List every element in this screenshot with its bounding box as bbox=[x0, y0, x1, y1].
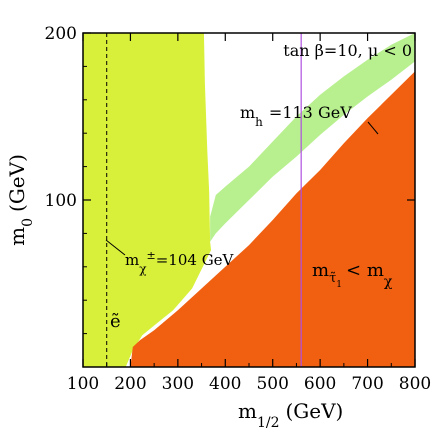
chargino-pointer bbox=[105, 239, 126, 256]
y-tick-label: 100 bbox=[45, 191, 77, 211]
stau-label-m: m bbox=[312, 260, 329, 281]
x-tick-label: 300 bbox=[162, 374, 194, 394]
chargino-label-value: =104 GeV bbox=[156, 251, 235, 269]
chargino-label: mχ±=104 GeV bbox=[125, 249, 235, 276]
mh-label-m: m bbox=[240, 103, 255, 122]
stau-label-rel: < m bbox=[346, 260, 384, 281]
x-tick-label: 200 bbox=[114, 374, 146, 394]
region-green-band bbox=[210, 33, 415, 242]
x-tick-label: 800 bbox=[399, 374, 431, 394]
y-axis-label-unit: (GeV) bbox=[5, 154, 29, 212]
x-axis-label: m1/2 (GeV) bbox=[238, 399, 343, 431]
ticks bbox=[82, 32, 416, 367]
y-tick-label: 200 bbox=[45, 24, 77, 44]
x-axis-label-m: m bbox=[238, 399, 257, 423]
mh-label: mh =113 GeV bbox=[240, 103, 352, 129]
y-axis-label: m0 (GeV) bbox=[5, 154, 36, 246]
x-axis-label-unit: (GeV) bbox=[286, 399, 344, 423]
lines bbox=[106, 33, 302, 367]
x-tick-label: 700 bbox=[351, 374, 383, 394]
x-tick-label: 400 bbox=[209, 374, 241, 394]
legend-text: tan β=10, μ < 0 bbox=[283, 41, 412, 60]
chargino-label-sup: ± bbox=[147, 249, 156, 262]
stau-label-sub2: χ bbox=[384, 274, 393, 290]
x-axis-label-sub: 1/2 bbox=[257, 415, 280, 431]
region-excluded-orange bbox=[130, 71, 415, 367]
region-excluded-yellow bbox=[83, 33, 212, 367]
mh-label-sub: h bbox=[255, 115, 263, 129]
x-tick-label: 600 bbox=[304, 374, 336, 394]
stau-label-sub: τ̃ bbox=[329, 271, 336, 286]
regions bbox=[83, 33, 415, 367]
mh-label-value: =113 GeV bbox=[269, 103, 352, 122]
stau-label-subsub: 1 bbox=[336, 280, 342, 290]
stau-label: mτ̃1 < mχ bbox=[312, 260, 393, 290]
x-tick-label: 100 bbox=[67, 374, 99, 394]
tick-labels: 100 200 300 400 500 600 700 800 100 200 bbox=[45, 24, 432, 394]
chargino-label-sub: χ bbox=[139, 262, 147, 276]
y-axis-label-sub: 0 bbox=[20, 218, 36, 227]
chargino-label-m: m bbox=[125, 251, 139, 269]
x-tick-label: 500 bbox=[256, 374, 288, 394]
y-axis-label-m: m bbox=[5, 227, 29, 246]
selectron-label: ẽ bbox=[110, 311, 121, 332]
mh-pointer bbox=[367, 121, 379, 135]
